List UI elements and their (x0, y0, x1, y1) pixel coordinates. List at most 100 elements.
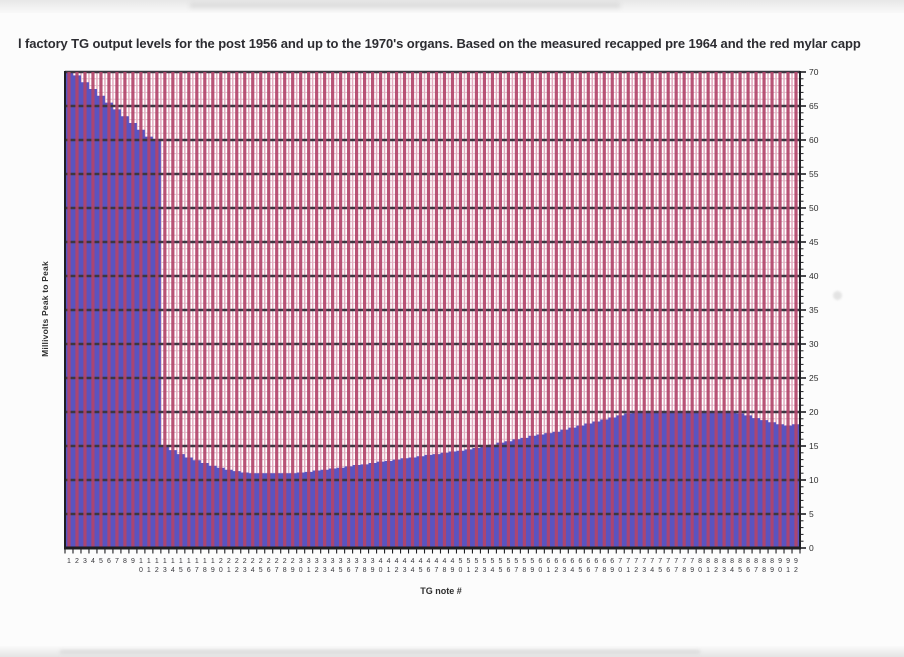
x-tick-label: 3 (163, 567, 167, 574)
x-tick-label: 6 (267, 567, 271, 574)
x-tick-label: 6 (602, 558, 606, 565)
y-tick-label: 55 (809, 169, 819, 179)
x-tick-label: 4 (411, 558, 415, 565)
x-tick-label: 7 (626, 558, 630, 565)
x-tick-label: 4 (419, 558, 423, 565)
y-tick-label: 15 (809, 441, 819, 451)
y-tick-label: 35 (809, 305, 819, 315)
x-tick-label: 8 (698, 558, 702, 565)
x-tick-label: 2 (395, 567, 399, 574)
x-tick-label: 8 (123, 558, 127, 565)
x-tick-label: 2 (243, 558, 247, 565)
x-tick-label: 5 (482, 558, 486, 565)
x-tick-label: 4 (411, 567, 415, 574)
x-tick-label: 1 (387, 567, 391, 574)
x-tick-label: 0 (618, 567, 622, 574)
x-tick-label: 1 (179, 558, 183, 565)
x-tick-label: 6 (746, 567, 750, 574)
y-tick-label: 50 (809, 203, 819, 213)
x-tick-label: 1 (546, 567, 550, 574)
x-tick-label: 8 (602, 567, 606, 574)
x-tick-label: 4 (171, 567, 175, 574)
x-tick-label: 8 (682, 567, 686, 574)
x-tick-label: 2 (251, 558, 255, 565)
x-tick-label: 5 (498, 558, 502, 565)
x-tick-label: 8 (443, 567, 447, 574)
x-tick-label: 8 (283, 567, 287, 574)
x-tick-label: 5 (259, 567, 263, 574)
x-tick-label: 1 (187, 558, 191, 565)
scan-artifact-top-smudge (190, 2, 620, 8)
x-tick-label: 7 (690, 558, 694, 565)
x-tick-label: 7 (658, 558, 662, 565)
x-tick-label: 4 (403, 558, 407, 565)
x-tick-label: 1 (67, 558, 71, 565)
x-tick-label: 2 (714, 567, 718, 574)
x-tick-label: 4 (91, 558, 95, 565)
x-tick-label: 5 (738, 567, 742, 574)
x-tick-label: 0 (139, 567, 143, 574)
x-tick-label: 5 (530, 558, 534, 565)
x-tick-label: 9 (778, 558, 782, 565)
y-tick-label: 30 (809, 339, 819, 349)
y-tick-label: 45 (809, 237, 819, 247)
x-tick-label: 5 (506, 558, 510, 565)
x-tick-label: 7 (115, 558, 119, 565)
x-tick-label: 2 (227, 558, 231, 565)
x-tick-label: 4 (395, 558, 399, 565)
x-tick-label: 7 (674, 558, 678, 565)
x-tick-label: 3 (562, 567, 566, 574)
x-tick-label: 4 (490, 567, 494, 574)
x-tick-label: 5 (459, 558, 463, 565)
x-tick-label: 6 (538, 558, 542, 565)
x-tick-label: 3 (642, 567, 646, 574)
x-tick-label: 7 (275, 567, 279, 574)
x-tick-label: 8 (746, 558, 750, 565)
x-tick-label: 5 (514, 558, 518, 565)
x-tick-label: 1 (163, 558, 167, 565)
x-tick-label: 3 (331, 558, 335, 565)
y-tick-label: 20 (809, 407, 819, 417)
x-tick-label: 2 (259, 558, 263, 565)
x-tick-label: 7 (650, 558, 654, 565)
x-tick-label: 7 (355, 567, 359, 574)
x-tick-label: 0 (459, 567, 463, 574)
x-tick-label: 7 (634, 558, 638, 565)
x-tick-label: 2 (219, 558, 223, 565)
x-tick-label: 9 (451, 567, 455, 574)
x-tick-label: 4 (387, 558, 391, 565)
x-tick-label: 6 (586, 558, 590, 565)
x-tick-label: 9 (770, 567, 774, 574)
x-tick-label: 7 (594, 567, 598, 574)
x-tick-label: 4 (331, 567, 335, 574)
x-tick-label: 3 (243, 567, 247, 574)
y-tick-label: 10 (809, 475, 819, 485)
x-tick-label: 8 (762, 567, 766, 574)
x-tick-label: 9 (794, 558, 798, 565)
x-tick-label: 6 (586, 567, 590, 574)
x-tick-label: 3 (315, 558, 319, 565)
y-tick-label: 40 (809, 271, 819, 281)
x-tick-label: 8 (762, 558, 766, 565)
x-tick-label: 2 (75, 558, 79, 565)
chart-title: l factory TG output levels for the post … (18, 36, 861, 51)
x-tick-label: 9 (690, 567, 694, 574)
x-tick-label: 1 (211, 558, 215, 565)
x-tick-label: 6 (506, 567, 510, 574)
x-tick-label: 1 (626, 567, 630, 574)
x-tick-label: 7 (682, 558, 686, 565)
x-tick-label: 5 (339, 567, 343, 574)
x-tick-label: 9 (291, 567, 295, 574)
x-tick-label: 2 (554, 567, 558, 574)
x-tick-label: 8 (730, 558, 734, 565)
x-tick-label: 1 (227, 567, 231, 574)
x-tick-label: 4 (570, 567, 574, 574)
x-tick-label: 2 (794, 567, 798, 574)
x-tick-label: 2 (474, 567, 478, 574)
x-tick-label: 4 (251, 567, 255, 574)
x-tick-label: 7 (666, 558, 670, 565)
x-tick-label: 2 (235, 558, 239, 565)
x-tick-label: 0 (379, 567, 383, 574)
